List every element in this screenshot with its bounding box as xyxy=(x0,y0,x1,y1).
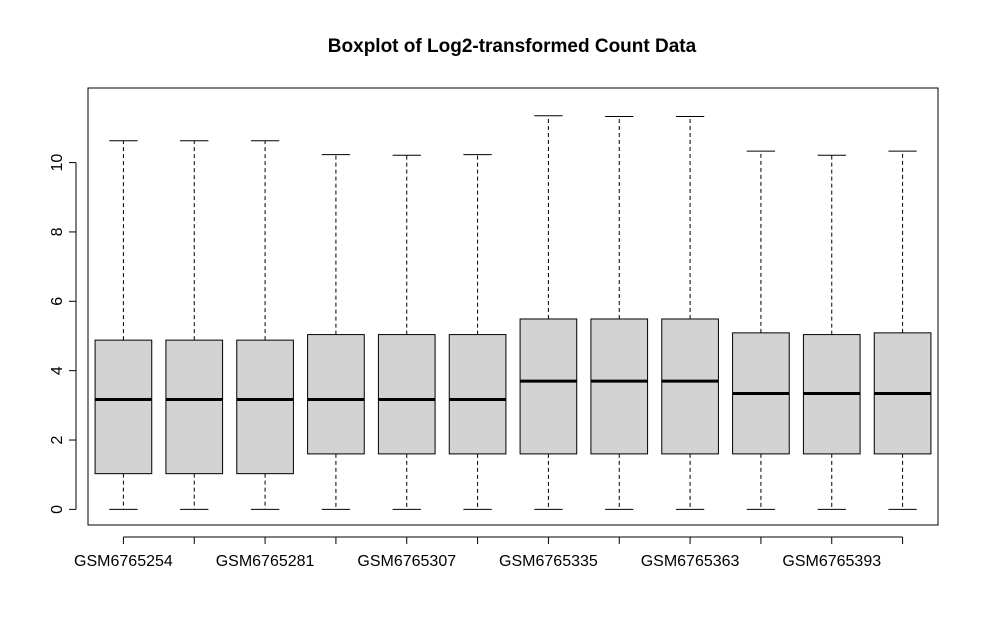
box-body xyxy=(377,334,436,455)
box xyxy=(307,154,365,510)
box xyxy=(732,150,790,510)
box xyxy=(661,115,719,510)
box-body xyxy=(590,318,649,455)
plot-frame xyxy=(87,87,939,526)
box xyxy=(448,154,507,510)
box-body xyxy=(448,334,507,455)
x-tick-label: GSM6765393 xyxy=(782,553,881,570)
box-body xyxy=(307,334,365,455)
y-tick-label: 6 xyxy=(49,297,66,306)
x-tick-label: GSM6765281 xyxy=(216,553,315,570)
box xyxy=(802,154,861,510)
y-axis: 0 2 4 6 8 10 xyxy=(49,154,77,514)
y-tick-label: 4 xyxy=(49,366,66,375)
y-tick-label: 8 xyxy=(49,227,66,236)
box-body xyxy=(94,339,153,475)
box xyxy=(377,154,436,510)
box-body xyxy=(236,339,294,475)
box xyxy=(236,140,294,510)
box-body xyxy=(165,339,224,475)
box xyxy=(519,115,578,510)
box xyxy=(590,115,649,510)
y-tick-label: 10 xyxy=(49,154,66,172)
box xyxy=(873,150,932,510)
box xyxy=(94,140,153,510)
box-body xyxy=(519,318,578,455)
x-axis: GSM6765254 GSM6765281 GSM6765307 GSM6765335… xyxy=(74,536,904,570)
x-tick-label: GSM6765363 xyxy=(641,553,740,570)
box-body xyxy=(661,318,719,455)
y-tick-label: 2 xyxy=(49,435,66,444)
y-tick-label: 0 xyxy=(49,505,66,514)
chart-title: Boxplot of Log2-transformed Count Data xyxy=(328,36,697,57)
x-tick-label: GSM6765307 xyxy=(357,553,456,570)
box xyxy=(165,140,224,510)
x-tick-label: GSM6765335 xyxy=(499,553,598,570)
boxes-group xyxy=(94,115,932,510)
x-tick-label: GSM6765254 xyxy=(74,553,173,570)
